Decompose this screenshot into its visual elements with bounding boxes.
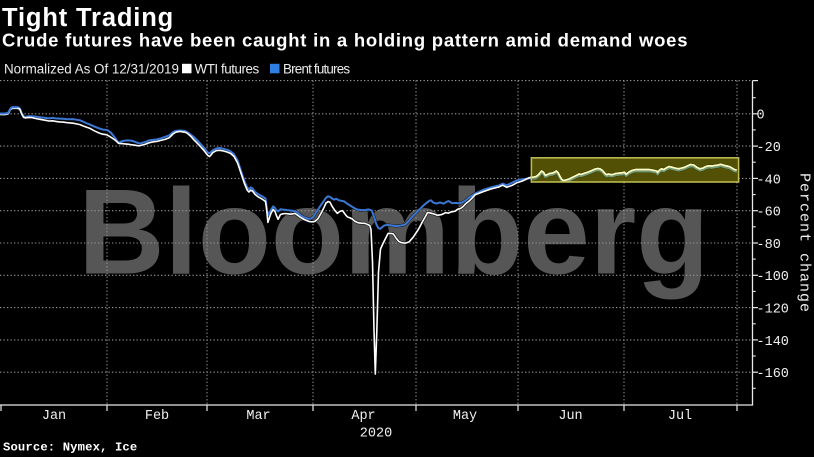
svg-text:WTI futures: WTI futures <box>195 62 260 77</box>
svg-text:-160: -160 <box>757 367 789 382</box>
svg-text:May: May <box>453 409 477 424</box>
svg-text:-40: -40 <box>757 173 781 188</box>
svg-text:-140: -140 <box>757 335 789 350</box>
svg-text:Jan: Jan <box>42 409 66 424</box>
svg-text:Normalized As Of 12/31/2019: Normalized As Of 12/31/2019 <box>4 62 179 77</box>
svg-text:Bloomberg: Bloomberg <box>78 163 709 299</box>
svg-text:-100: -100 <box>757 270 789 285</box>
svg-text:0: 0 <box>757 109 765 124</box>
svg-text:-60: -60 <box>757 206 781 221</box>
svg-text:Crude futures have been caught: Crude futures have been caught in a hold… <box>2 30 688 51</box>
svg-text:-80: -80 <box>757 238 781 253</box>
svg-text:2020: 2020 <box>360 427 392 442</box>
svg-text:Jun: Jun <box>558 409 582 424</box>
svg-text:Apr: Apr <box>351 409 375 424</box>
svg-text:Mar: Mar <box>246 409 270 424</box>
svg-text:-120: -120 <box>757 303 789 318</box>
svg-text:Brent futures: Brent futures <box>283 62 350 77</box>
svg-text:Source: Nymex, Ice: Source: Nymex, Ice <box>3 441 137 455</box>
svg-text:Tight Trading: Tight Trading <box>2 4 174 32</box>
svg-text:Jul: Jul <box>668 409 692 424</box>
svg-text:Percent change: Percent change <box>796 173 813 313</box>
svg-text:Feb: Feb <box>145 409 169 424</box>
svg-text:-20: -20 <box>757 141 781 156</box>
